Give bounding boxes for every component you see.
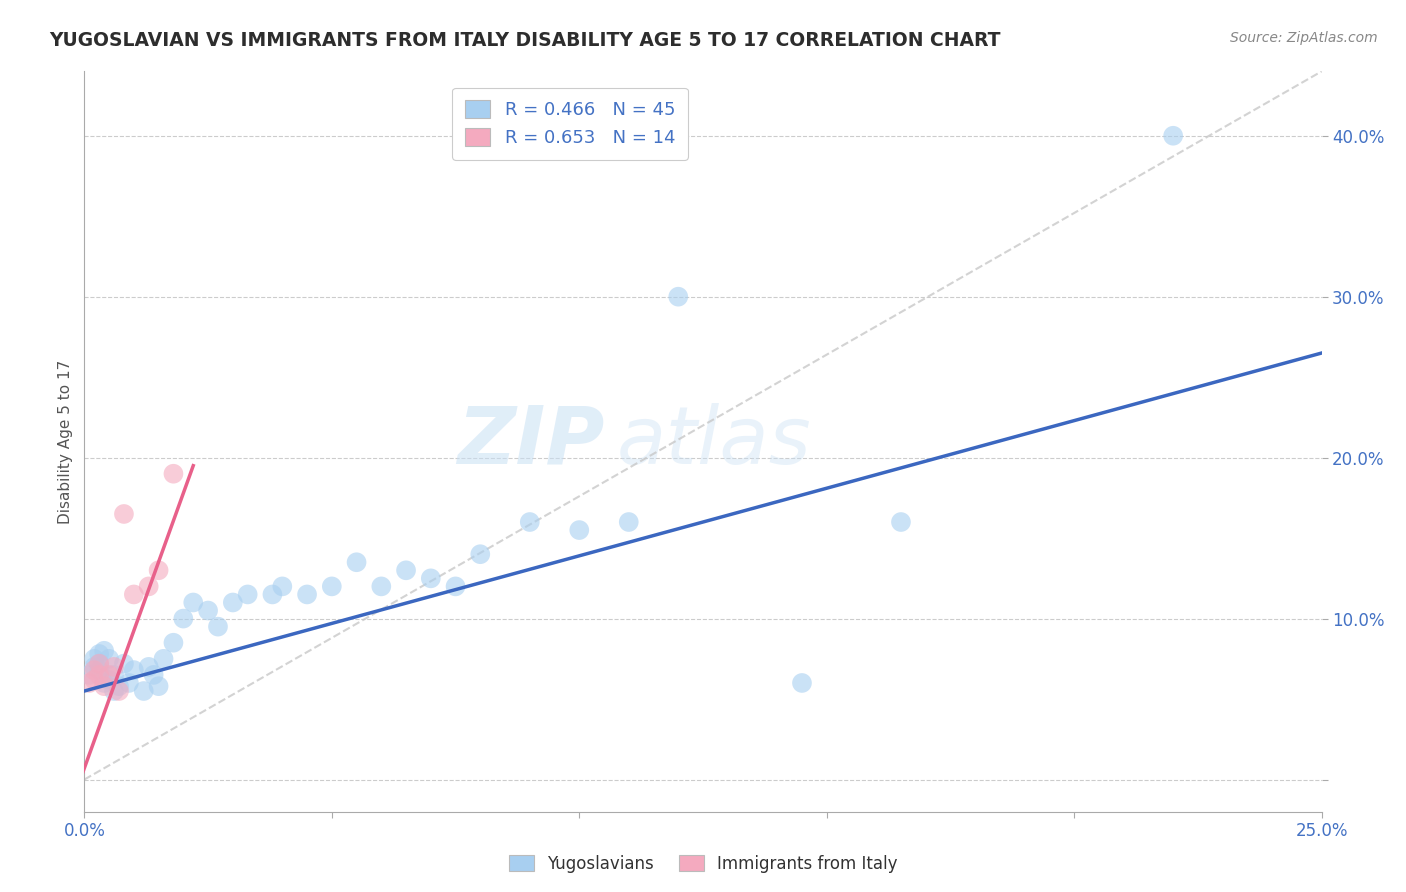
- Point: [122, 587, 145, 601]
- Point: [162, 467, 184, 481]
- Point: [89, 657, 111, 671]
- Point: [172, 611, 194, 625]
- Point: [132, 684, 155, 698]
- Point: [519, 515, 541, 529]
- Point: [108, 679, 131, 693]
- Point: [790, 676, 813, 690]
- Point: [890, 515, 912, 529]
- Point: [83, 673, 105, 687]
- Point: [138, 660, 160, 674]
- Point: [142, 668, 165, 682]
- Point: [148, 563, 170, 577]
- Point: [321, 579, 343, 593]
- Point: [98, 652, 121, 666]
- Point: [470, 547, 492, 561]
- Legend: Yugoslavians, Immigrants from Italy: Yugoslavians, Immigrants from Italy: [502, 848, 904, 880]
- Point: [108, 684, 131, 698]
- Point: [89, 668, 111, 682]
- Point: [98, 668, 121, 682]
- Point: [79, 676, 101, 690]
- Point: [83, 660, 105, 674]
- Point: [112, 507, 135, 521]
- Text: YUGOSLAVIAN VS IMMIGRANTS FROM ITALY DISABILITY AGE 5 TO 17 CORRELATION CHART: YUGOSLAVIAN VS IMMIGRANTS FROM ITALY DIS…: [49, 31, 1001, 50]
- Point: [118, 676, 141, 690]
- Point: [181, 595, 204, 609]
- Text: atlas: atlas: [616, 402, 811, 481]
- Point: [93, 676, 115, 690]
- Point: [444, 579, 467, 593]
- Point: [419, 571, 441, 585]
- Point: [152, 652, 174, 666]
- Point: [617, 515, 640, 529]
- Point: [138, 579, 160, 593]
- Point: [207, 619, 229, 633]
- Text: ZIP: ZIP: [457, 402, 605, 481]
- Y-axis label: Disability Age 5 to 17: Disability Age 5 to 17: [58, 359, 73, 524]
- Point: [346, 555, 368, 569]
- Text: Source: ZipAtlas.com: Source: ZipAtlas.com: [1230, 31, 1378, 45]
- Point: [395, 563, 418, 577]
- Point: [93, 679, 115, 693]
- Point: [112, 657, 135, 671]
- Point: [79, 668, 101, 682]
- Point: [83, 663, 105, 677]
- Point: [103, 684, 125, 698]
- Point: [197, 603, 219, 617]
- Point: [295, 587, 318, 601]
- Point: [568, 523, 591, 537]
- Point: [236, 587, 259, 601]
- Point: [89, 647, 111, 661]
- Point: [89, 663, 111, 677]
- Point: [148, 679, 170, 693]
- Point: [1161, 128, 1184, 143]
- Point: [103, 668, 125, 682]
- Point: [222, 595, 245, 609]
- Point: [262, 587, 284, 601]
- Point: [370, 579, 392, 593]
- Point: [93, 644, 115, 658]
- Point: [98, 673, 121, 687]
- Point: [103, 660, 125, 674]
- Point: [89, 657, 111, 671]
- Point: [83, 652, 105, 666]
- Point: [162, 636, 184, 650]
- Point: [666, 290, 689, 304]
- Legend: R = 0.466   N = 45, R = 0.653   N = 14: R = 0.466 N = 45, R = 0.653 N = 14: [453, 87, 688, 160]
- Point: [122, 663, 145, 677]
- Point: [271, 579, 294, 593]
